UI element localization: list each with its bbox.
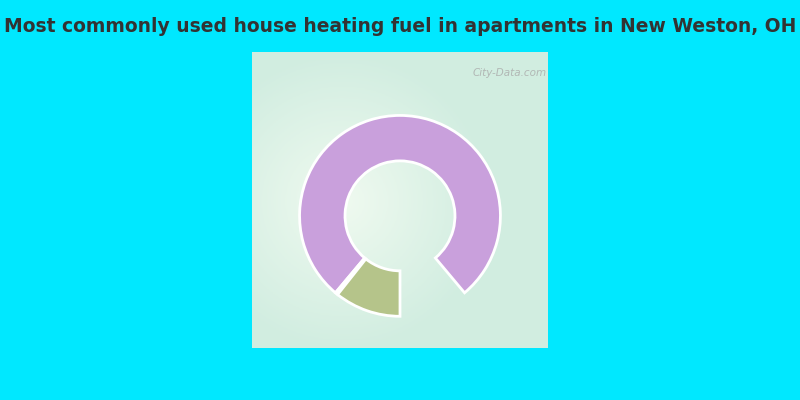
Text: Most commonly used house heating fuel in apartments in New Weston, OH: Most commonly used house heating fuel in… — [4, 16, 796, 36]
Wedge shape — [335, 258, 366, 294]
Wedge shape — [338, 259, 400, 316]
Text: City-Data.com: City-Data.com — [473, 68, 546, 78]
Wedge shape — [299, 116, 501, 293]
